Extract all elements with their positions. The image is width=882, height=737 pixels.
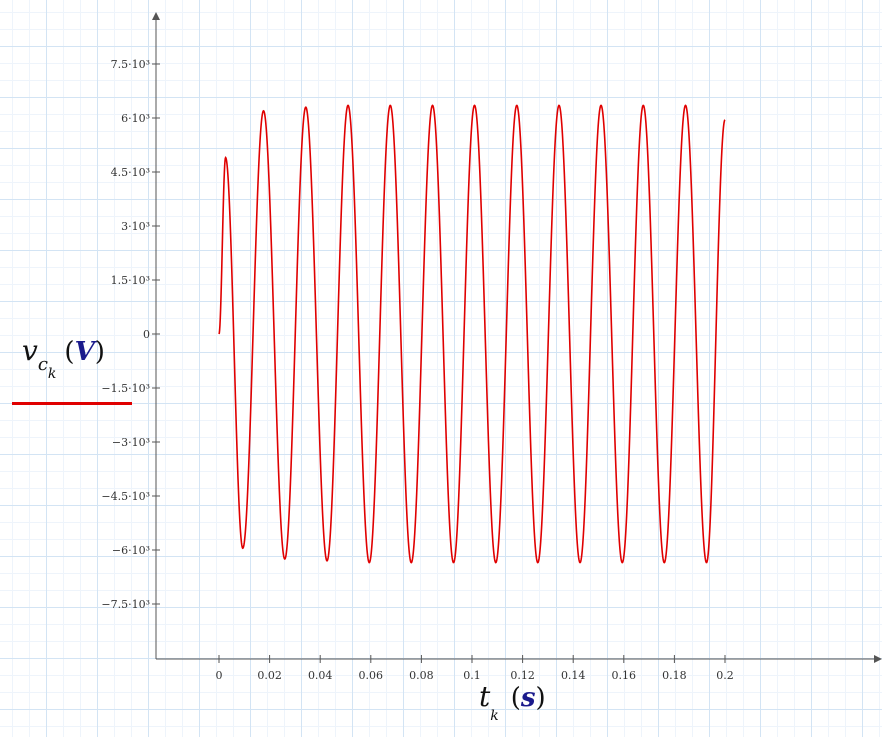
x-label-unit-group: (s) — [510, 683, 546, 713]
y-tick-label: 0 — [143, 328, 150, 341]
y-tick-label: −4.5·10³ — [101, 490, 150, 503]
y-tick-label: −6·10³ — [112, 544, 150, 557]
y-label-subscript-2: k — [47, 366, 57, 382]
x-tick-label: 0.12 — [510, 669, 535, 682]
x-axis-arrow — [874, 655, 882, 663]
x-label-subscript: k — [490, 708, 499, 724]
series-group — [218, 104, 726, 564]
y-axis-label: vck (V) — [22, 334, 105, 382]
y-label-unit-group: (V) — [64, 337, 105, 367]
x-label-unit: s — [520, 683, 536, 713]
y-label-variable: v — [22, 334, 38, 367]
y-tick-label: −1.5·10³ — [101, 382, 150, 395]
x-tick-label: 0.16 — [612, 669, 637, 682]
x-axis-label: tk (s) — [479, 680, 546, 724]
x-label-variable: t — [479, 680, 491, 713]
x-tick-label: 0.14 — [561, 669, 586, 682]
y-tick-label: 4.5·10³ — [111, 166, 150, 179]
y-tick-label: 6·10³ — [121, 112, 150, 125]
y-tick-label: −3·10³ — [112, 436, 150, 449]
y-tick-label: 1.5·10³ — [111, 274, 150, 287]
x-tick-label: 0.18 — [662, 669, 687, 682]
x-tick-label: 0.1 — [463, 669, 481, 682]
y-axis-ticks: −7.5·10³ −6·10³ −4.5·10³ −3·10³ −1.5·10³ 0 1.5… — [101, 58, 160, 611]
y-tick-label: 3·10³ — [121, 220, 150, 233]
x-tick-label: 0.08 — [409, 669, 434, 682]
x-tick-label: 0.02 — [257, 669, 282, 682]
axes — [152, 12, 882, 663]
y-tick-label: 7.5·10³ — [111, 58, 150, 71]
legend-series-line — [12, 402, 132, 405]
y-label-unit: V — [74, 337, 95, 367]
y-tick-label: −7.5·10³ — [101, 598, 150, 611]
y-axis-arrow — [152, 12, 160, 20]
x-tick-label: 0 — [216, 669, 223, 682]
x-tick-label: 0.2 — [716, 669, 734, 682]
y-label-subscript-1: c — [37, 354, 48, 375]
series-line — [218, 104, 726, 564]
x-tick-label: 0.06 — [359, 669, 384, 682]
x-tick-label: 0.04 — [308, 669, 333, 682]
x-axis-ticks: 0 0.02 0.04 0.06 0.08 0.1 0.12 0.14 0.16 0.18 0.2 — [216, 655, 734, 682]
